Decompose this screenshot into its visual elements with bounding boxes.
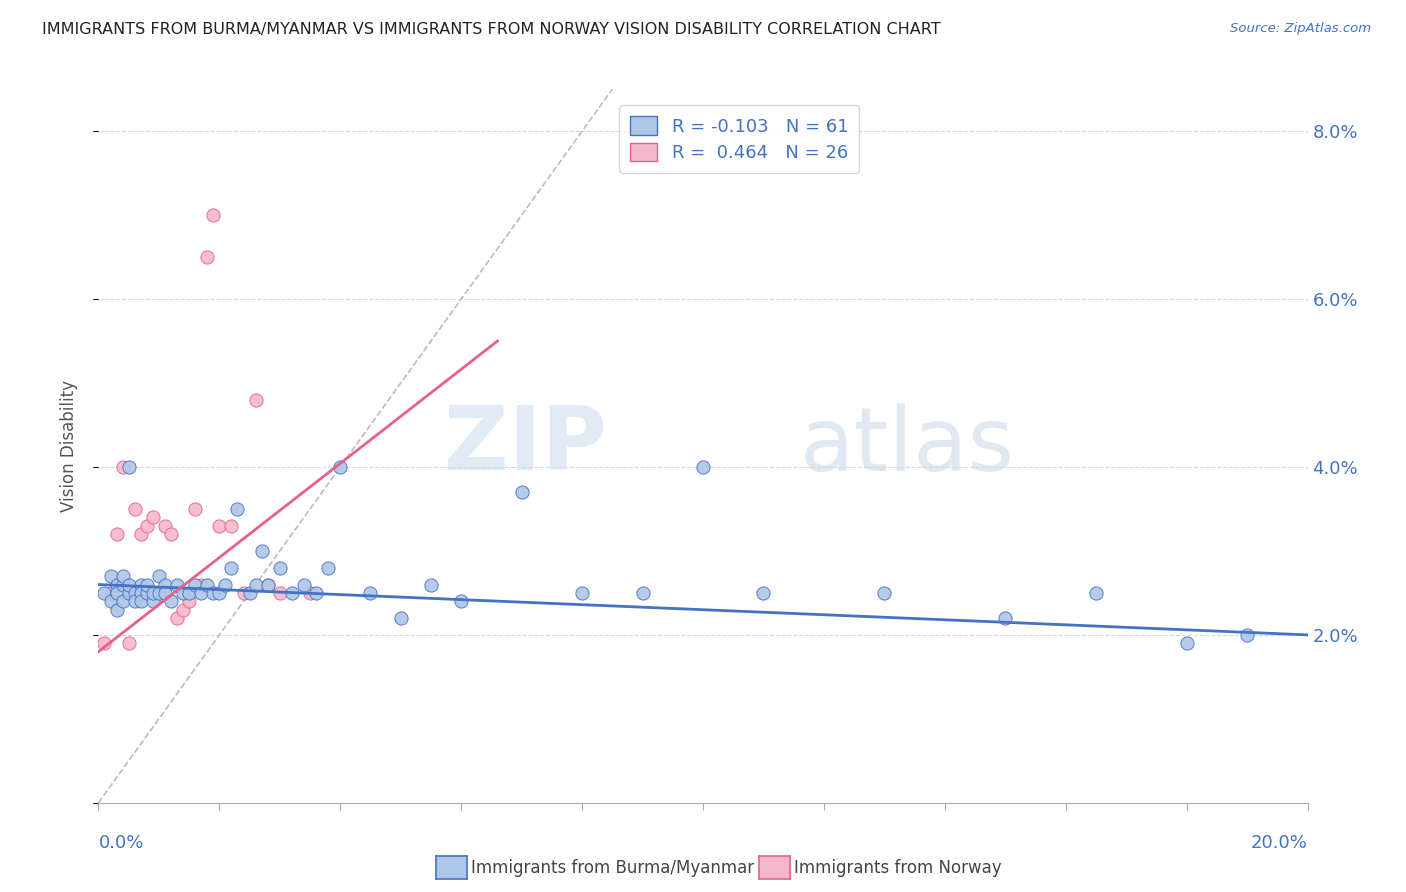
Point — [329, 460, 352, 475]
Point — [202, 208, 225, 222]
Point — [105, 603, 128, 617]
Point — [111, 594, 134, 608]
Point — [129, 594, 152, 608]
Point — [148, 569, 170, 583]
Point — [166, 577, 188, 591]
Point — [142, 510, 165, 524]
Point — [1175, 636, 1198, 650]
Point — [208, 518, 231, 533]
Text: 20.0%: 20.0% — [1251, 834, 1308, 852]
Point — [118, 636, 141, 650]
Point — [135, 518, 157, 533]
Point — [166, 611, 188, 625]
Point — [172, 603, 194, 617]
Text: Immigrants from Norway: Immigrants from Norway — [794, 859, 1002, 877]
Point — [105, 586, 128, 600]
Point — [179, 586, 201, 600]
Point — [232, 586, 254, 600]
Point — [124, 586, 146, 600]
Point — [153, 518, 176, 533]
Point — [316, 560, 339, 574]
Text: IMMIGRANTS FROM BURMA/MYANMAR VS IMMIGRANTS FROM NORWAY VISION DISABILITY CORREL: IMMIGRANTS FROM BURMA/MYANMAR VS IMMIGRA… — [42, 22, 941, 37]
Y-axis label: Vision Disability: Vision Disability — [59, 380, 77, 512]
Point — [160, 594, 183, 608]
Point — [135, 586, 157, 600]
Point — [160, 527, 183, 541]
Point — [111, 577, 134, 591]
Point — [256, 577, 278, 591]
Point — [221, 560, 243, 574]
Point — [256, 577, 278, 591]
Point — [124, 502, 146, 516]
Point — [118, 577, 141, 591]
Point — [226, 502, 249, 516]
Point — [450, 594, 472, 608]
Text: Source: ZipAtlas.com: Source: ZipAtlas.com — [1230, 22, 1371, 36]
Text: ZIP: ZIP — [443, 402, 606, 490]
Point — [129, 527, 152, 541]
Point — [510, 485, 533, 500]
Point — [93, 636, 115, 650]
Point — [221, 518, 243, 533]
Point — [179, 594, 201, 608]
Point — [752, 586, 775, 600]
Point — [100, 569, 122, 583]
Point — [389, 611, 412, 625]
Point — [360, 586, 382, 600]
Point — [1085, 586, 1108, 600]
Point — [305, 586, 328, 600]
Point — [269, 560, 291, 574]
Point — [148, 586, 170, 600]
Text: atlas: atlas — [800, 402, 1015, 490]
Point — [239, 586, 262, 600]
Point — [571, 586, 593, 600]
Point — [172, 586, 194, 600]
Point — [692, 460, 714, 475]
Point — [93, 586, 115, 600]
Point — [142, 594, 165, 608]
Point — [208, 586, 231, 600]
Point — [111, 569, 134, 583]
Point — [105, 527, 128, 541]
Text: 0.0%: 0.0% — [98, 834, 143, 852]
Point — [195, 250, 218, 264]
Point — [190, 586, 212, 600]
Point — [124, 594, 146, 608]
Text: Immigrants from Burma/Myanmar: Immigrants from Burma/Myanmar — [471, 859, 754, 877]
Point — [142, 586, 165, 600]
Point — [129, 577, 152, 591]
Point — [299, 586, 322, 600]
Point — [873, 586, 896, 600]
Point — [118, 460, 141, 475]
Point — [100, 586, 122, 600]
Point — [153, 586, 176, 600]
Point — [250, 544, 273, 558]
Point — [100, 594, 122, 608]
Point — [135, 577, 157, 591]
Point — [184, 502, 207, 516]
Point — [190, 577, 212, 591]
Legend: R = -0.103   N = 61, R =  0.464   N = 26: R = -0.103 N = 61, R = 0.464 N = 26 — [620, 105, 859, 173]
Point — [184, 577, 207, 591]
Point — [105, 577, 128, 591]
Point — [153, 577, 176, 591]
Point — [202, 586, 225, 600]
Point — [420, 577, 443, 591]
Point — [269, 586, 291, 600]
Point — [214, 577, 236, 591]
Point — [148, 586, 170, 600]
Point — [118, 586, 141, 600]
Point — [129, 586, 152, 600]
Point — [631, 586, 654, 600]
Point — [281, 586, 304, 600]
Point — [292, 577, 315, 591]
Point — [994, 611, 1017, 625]
Point — [1236, 628, 1258, 642]
Point — [111, 460, 134, 475]
Point — [245, 577, 267, 591]
Point — [245, 392, 267, 407]
Point — [195, 577, 218, 591]
